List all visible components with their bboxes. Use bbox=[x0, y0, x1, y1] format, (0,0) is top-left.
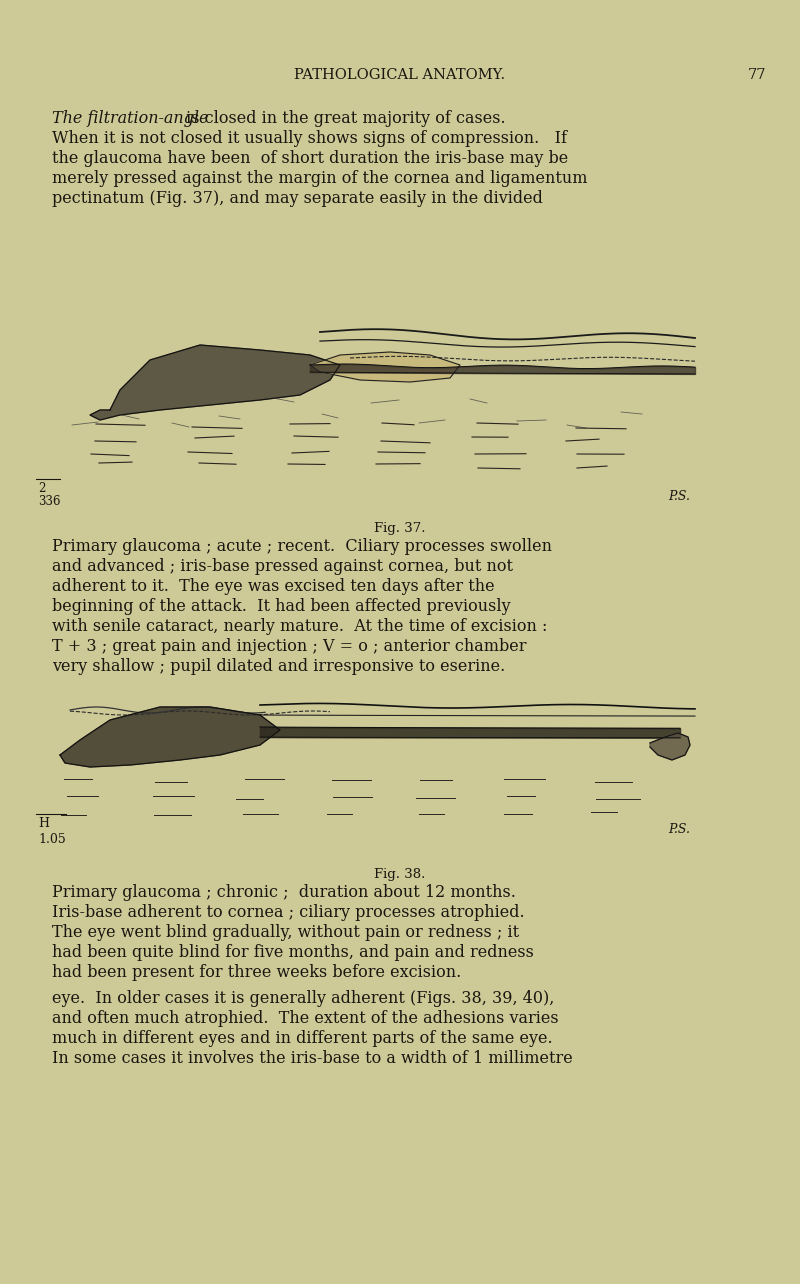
Text: The eye went blind gradually, without pain or redness ; it: The eye went blind gradually, without pa… bbox=[52, 924, 519, 941]
Text: and advanced ; iris-base pressed against cornea, but not: and advanced ; iris-base pressed against… bbox=[52, 559, 513, 575]
Text: 1.05: 1.05 bbox=[38, 833, 66, 846]
Polygon shape bbox=[60, 707, 280, 767]
Text: merely pressed against the margin of the cornea and ligamentum: merely pressed against the margin of the… bbox=[52, 169, 587, 187]
Text: 77: 77 bbox=[748, 68, 766, 82]
Text: Iris-base adherent to cornea ; ciliary processes atrophied.: Iris-base adherent to cornea ; ciliary p… bbox=[52, 904, 525, 921]
Text: very shallow ; pupil dilated and irresponsive to eserine.: very shallow ; pupil dilated and irrespo… bbox=[52, 657, 506, 675]
Text: much in different eyes and in different parts of the same eye.: much in different eyes and in different … bbox=[52, 1030, 553, 1046]
Text: P.S.: P.S. bbox=[668, 490, 690, 503]
Text: beginning of the attack.  It had been affected previously: beginning of the attack. It had been aff… bbox=[52, 598, 510, 615]
Text: Fig. 38.: Fig. 38. bbox=[374, 868, 426, 881]
Text: 2: 2 bbox=[38, 482, 46, 496]
Text: H: H bbox=[38, 817, 49, 829]
Text: adherent to it.  The eye was excised ten days after the: adherent to it. The eye was excised ten … bbox=[52, 578, 494, 594]
Text: and often much atrophied.  The extent of the adhesions varies: and often much atrophied. The extent of … bbox=[52, 1011, 558, 1027]
Text: had been quite blind for five months, and pain and redness: had been quite blind for five months, an… bbox=[52, 944, 534, 960]
Polygon shape bbox=[650, 733, 690, 760]
Text: is closed in the great majority of cases.: is closed in the great majority of cases… bbox=[181, 110, 506, 127]
Text: the glaucoma have been  of short duration the iris-base may be: the glaucoma have been of short duration… bbox=[52, 150, 568, 167]
Text: pectinatum (Fig. 37), and may separate easily in the divided: pectinatum (Fig. 37), and may separate e… bbox=[52, 190, 543, 207]
Text: P.S.: P.S. bbox=[668, 823, 690, 836]
Text: with senile cataract, nearly mature.  At the time of excision :: with senile cataract, nearly mature. At … bbox=[52, 618, 547, 636]
Polygon shape bbox=[310, 352, 460, 383]
Text: had been present for three weeks before excision.: had been present for three weeks before … bbox=[52, 964, 462, 981]
Text: PATHOLOGICAL ANATOMY.: PATHOLOGICAL ANATOMY. bbox=[294, 68, 506, 82]
Text: 336: 336 bbox=[38, 496, 61, 508]
Text: Primary glaucoma ; chronic ;  duration about 12 months.: Primary glaucoma ; chronic ; duration ab… bbox=[52, 883, 516, 901]
Text: In some cases it involves the iris-base to a width of 1 millimetre: In some cases it involves the iris-base … bbox=[52, 1050, 573, 1067]
Text: eye.  In older cases it is generally adherent (Figs. 38, 39, 40),: eye. In older cases it is generally adhe… bbox=[52, 990, 554, 1007]
Text: The filtration-angle: The filtration-angle bbox=[52, 110, 209, 127]
Text: T + 3 ; great pain and injection ; V = o ; anterior chamber: T + 3 ; great pain and injection ; V = o… bbox=[52, 638, 526, 655]
Text: Primary glaucoma ; acute ; recent.  Ciliary processes swollen: Primary glaucoma ; acute ; recent. Cilia… bbox=[52, 538, 552, 555]
Polygon shape bbox=[90, 345, 340, 420]
Text: Fig. 37.: Fig. 37. bbox=[374, 523, 426, 535]
Text: When it is not closed it usually shows signs of compression.   If: When it is not closed it usually shows s… bbox=[52, 130, 567, 146]
